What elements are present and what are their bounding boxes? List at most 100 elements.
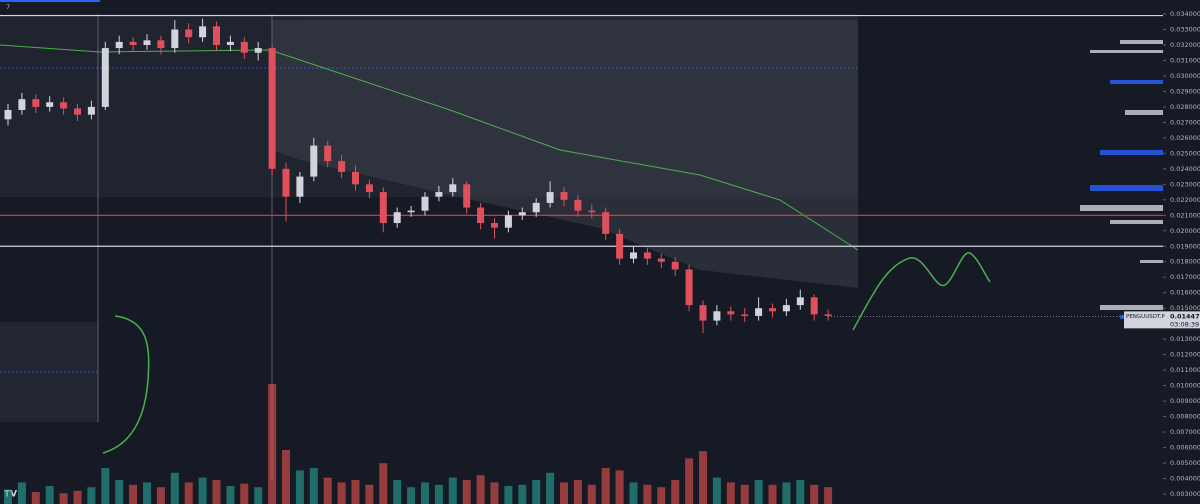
volume-bar: [45, 486, 54, 504]
volume-bar: [810, 484, 819, 504]
candle-body: [796, 297, 804, 306]
volume-bar: [699, 451, 707, 504]
volume-bar: [546, 472, 555, 504]
volume-bar: [198, 477, 207, 504]
candle-body: [810, 297, 818, 315]
volume-bar: [824, 487, 833, 504]
y-tick-label: 0.012000: [1170, 351, 1200, 359]
candle-body: [769, 308, 776, 312]
candle-body: [671, 261, 679, 270]
volume-bar: [518, 484, 527, 504]
profile-bar: [1090, 50, 1163, 53]
candle-body: [226, 41, 234, 45]
candle-body: [727, 311, 735, 315]
volume-bar: [17, 482, 26, 504]
y-tick-label: 0.021000: [1170, 211, 1200, 219]
volume-bar: [712, 477, 721, 504]
volume-bar: [240, 483, 249, 504]
candle-body: [282, 168, 290, 197]
profile-bar: [1120, 40, 1163, 44]
candle-body: [199, 26, 207, 38]
volume-bar: [685, 458, 694, 504]
symbol-label: PENGUUSDT.P: [1126, 314, 1165, 320]
profile-bar: [1125, 110, 1163, 115]
volume-bar: [573, 480, 582, 504]
candle-body: [324, 145, 332, 162]
candle-body: [685, 269, 693, 306]
top-accent: [0, 0, 100, 2]
volume-bar: [212, 480, 221, 504]
volume-bar: [421, 482, 429, 504]
profile-bar: [1090, 185, 1163, 191]
volume-bar: [226, 486, 235, 504]
y-tick-label: 0.019000: [1170, 242, 1200, 250]
volume-bar: [740, 484, 749, 504]
y-tick-label: 0.016000: [1170, 289, 1200, 297]
y-tick-label: 0.032000: [1170, 41, 1200, 49]
candle-body: [101, 48, 109, 107]
y-tick-label: 0.018000: [1170, 258, 1200, 266]
volume-bar: [170, 472, 179, 504]
volume-bar: [156, 487, 165, 504]
candle-body: [630, 252, 637, 259]
drawing: [852, 252, 991, 331]
profile-bar: [1110, 220, 1163, 224]
candle-body: [268, 48, 276, 169]
legend-text: 7: [6, 3, 10, 11]
last-price-label: 0.014473: [1170, 312, 1200, 320]
volume-bar: [601, 468, 610, 504]
y-tick-label: 0.003000: [1170, 490, 1200, 498]
volume-bar: [143, 482, 151, 504]
volume-bar: [268, 384, 277, 504]
candle-body: [143, 40, 151, 45]
volume-bar: [59, 493, 68, 504]
volume-bar: [323, 477, 332, 504]
volume-bar: [657, 487, 666, 504]
y-tick-label: 0.017000: [1170, 273, 1200, 281]
candle-body: [518, 212, 526, 216]
y-tick-label: 0.030000: [1170, 72, 1200, 80]
volume-bar: [754, 480, 763, 504]
volume-bar: [643, 484, 652, 504]
volume-bar: [295, 470, 304, 504]
candle-body: [379, 192, 387, 224]
volume-bar: [476, 475, 485, 504]
candle-body: [296, 176, 304, 197]
volume-bar: [407, 487, 416, 504]
volume-bar: [671, 480, 680, 504]
y-tick-label: 0.010000: [1170, 382, 1200, 390]
countdown-label: 03:08:39: [1170, 320, 1199, 328]
candle-body: [504, 215, 512, 228]
candle-body: [449, 184, 457, 193]
profile-bar: [1100, 150, 1163, 155]
volume-bar: [796, 480, 805, 504]
volume-bar: [448, 477, 457, 504]
candle-body: [87, 106, 95, 115]
candle-body: [157, 40, 165, 49]
candle-body: [699, 305, 707, 321]
candle-body: [782, 305, 790, 312]
volume-bar: [282, 450, 290, 504]
volume-bar: [87, 487, 96, 504]
candle-body: [560, 192, 568, 200]
volume-bar: [434, 484, 443, 504]
volume-bar: [31, 492, 40, 504]
volume-bar: [337, 482, 346, 504]
drawing: [102, 315, 150, 454]
volume-bar: [115, 480, 124, 504]
volume-bar: [4, 489, 12, 504]
volume-bar: [309, 468, 318, 504]
candle-body: [713, 311, 721, 321]
volume-bar: [101, 468, 110, 504]
candle-body: [755, 308, 763, 316]
candle-body: [171, 29, 179, 49]
candle-body: [32, 99, 40, 107]
volume-bar: [726, 482, 735, 504]
candle-body: [643, 252, 651, 259]
candle-body: [4, 110, 12, 120]
candle-body: [491, 223, 498, 228]
y-tick-label: 0.007000: [1170, 428, 1200, 436]
y-tick-label: 0.015000: [1170, 304, 1200, 312]
candle-body: [407, 210, 415, 213]
